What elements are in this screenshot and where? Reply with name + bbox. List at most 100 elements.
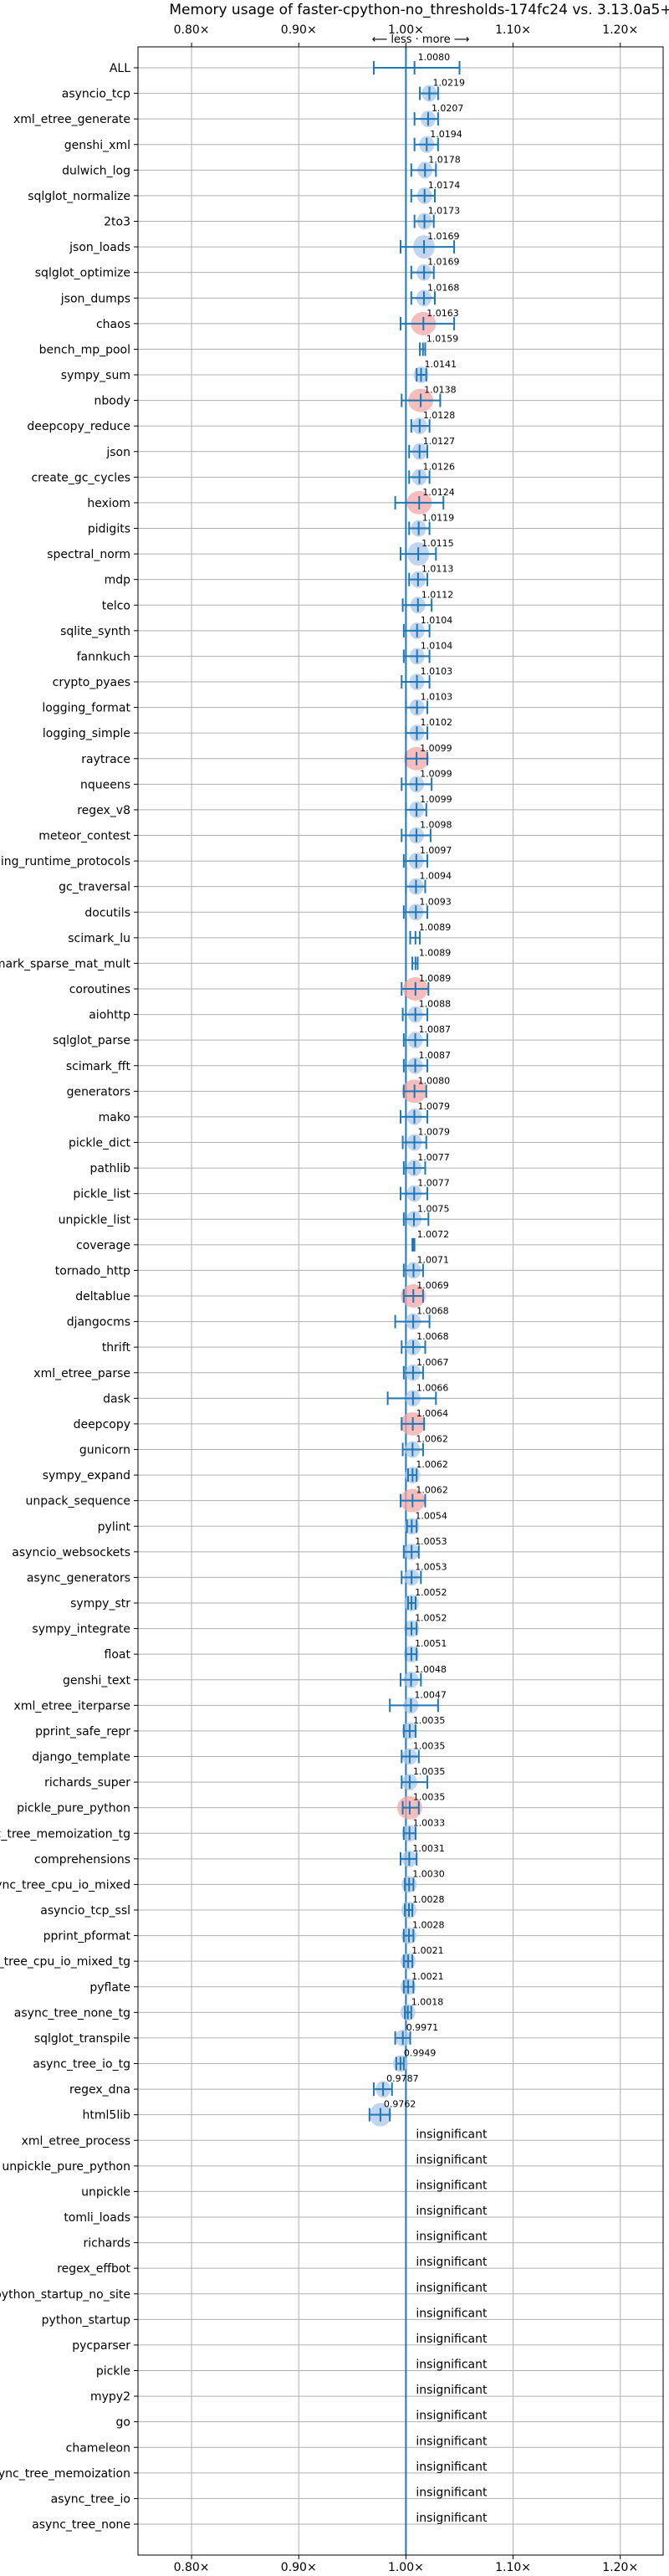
data-label: 1.0054 [415, 1510, 447, 1521]
category-label: richards_super [44, 1776, 130, 1790]
category-label: gc_traversal [59, 881, 130, 894]
category-label: create_gc_cycles [31, 471, 130, 484]
category-label: ALL [110, 62, 130, 75]
data-label: 1.0163 [426, 308, 459, 319]
category-label: json_loads [69, 241, 130, 254]
insignificant-label: insignificant [416, 2256, 488, 2269]
category-label: python_startup_no_site [0, 2288, 130, 2302]
category-label: sqlglot_parse [53, 1034, 130, 1047]
data-label: 1.0097 [420, 845, 452, 856]
data-label: 1.0103 [421, 692, 453, 703]
data-label: 1.0115 [421, 538, 454, 549]
data-label: 1.0174 [428, 180, 461, 191]
x-tick-label-top: 1.00× [388, 23, 424, 37]
category-label: regex_v8 [77, 804, 130, 817]
category-label: pickle [96, 2365, 130, 2379]
category-label: sqlite_synth [60, 625, 130, 638]
data-label: 1.0077 [417, 1152, 450, 1163]
data-label: 1.0051 [415, 1638, 447, 1649]
category-label: dask [103, 1392, 131, 1406]
insignificant-label: insignificant [416, 2307, 488, 2320]
category-label: tornado_http [55, 1264, 130, 1278]
insignificant-label: insignificant [416, 2179, 488, 2192]
data-label: 1.0021 [411, 1971, 444, 1982]
category-label: mdp [105, 574, 131, 587]
category-label: chaos [96, 318, 130, 331]
category-label: logging_format [42, 702, 130, 715]
category-label: deepcopy_reduce [27, 420, 130, 433]
data-label: 1.0219 [432, 78, 465, 89]
data-label: 0.9971 [406, 2022, 438, 2033]
category-label: async_tree_memoization [0, 2467, 130, 2481]
insignificant-label: insignificant [416, 2512, 488, 2525]
data-label: 1.0064 [416, 1408, 448, 1419]
axis-layer: 0.80× 0.80× 0.90× 0.90× 1.00× 1.00× 1.10× 1.10×… [0, 23, 638, 2574]
data-label: 1.0052 [415, 1613, 447, 1624]
category-label: raytrace [81, 753, 130, 766]
category-label: asyncio_tcp_ssl [40, 1904, 130, 1918]
data-label: 1.0035 [413, 1792, 446, 1803]
category-label: regex_effbot [57, 2262, 130, 2276]
data-label: 1.0159 [426, 333, 459, 344]
data-label: 1.0168 [427, 282, 459, 293]
category-label: hexiom [87, 497, 130, 510]
data-label: 1.0099 [420, 743, 452, 754]
data-label: 1.0124 [422, 487, 455, 498]
category-label: dulwich_log [62, 164, 130, 177]
category-label: sqlglot_optimize [35, 267, 130, 280]
category-label: telco [102, 599, 130, 612]
data-label: 1.0047 [414, 1689, 447, 1700]
category-label: typing_runtime_protocols [0, 855, 130, 868]
category-label: float [105, 1648, 131, 1662]
x-tick-label-top: 1.10× [495, 23, 531, 37]
data-label: 1.0102 [420, 717, 452, 728]
category-label: crypto_pyaes [53, 676, 130, 689]
x-tick-label-top: 0.90× [281, 23, 317, 37]
insignificant-label: insignificant [416, 2461, 488, 2474]
marks-layer: 1.0080 1.0219 1.0207 1.0194 1.0178 1.0174 1.01… [368, 47, 488, 2555]
data-label: 1.0089 [419, 973, 452, 984]
category-label: async_tree_cpu_io_mixed [0, 1878, 130, 1892]
category-label: unpickle_pure_python [2, 2160, 130, 2174]
insignificant-label: insignificant [416, 2486, 488, 2499]
insignificant-label: insignificant [416, 2358, 488, 2372]
category-label: async_tree_none_tg [14, 2006, 130, 2020]
data-label: 1.0035 [413, 1715, 446, 1726]
category-label: pickle_list [73, 1188, 130, 1201]
x-tick-label-bottom: 1.00× [388, 2561, 424, 2574]
category-label: spectral_norm [47, 548, 130, 561]
category-label: aiohttp [89, 1009, 130, 1022]
category-label: 2to3 [104, 216, 130, 229]
category-label: pprint_safe_repr [35, 1725, 130, 1739]
data-label: 1.0068 [416, 1306, 449, 1317]
category-label: xml_etree_generate [13, 113, 130, 126]
data-label: 1.0080 [418, 52, 451, 63]
data-label: 1.0035 [413, 1766, 446, 1777]
data-label: 1.0033 [413, 1817, 446, 1828]
category-label: json_dumps [60, 292, 130, 305]
data-label: 1.0128 [423, 410, 456, 421]
category-label: djangocms [67, 1316, 130, 1329]
data-label: 1.0104 [421, 640, 453, 651]
insignificant-label: insignificant [416, 2384, 488, 2397]
category-label: pprint_pformat [43, 1930, 131, 1944]
category-label: unpickle_list [59, 1213, 131, 1227]
x-tick-label-top: 0.80× [174, 23, 210, 37]
data-label: 1.0178 [428, 154, 461, 165]
category-label: async_tree_memoization_tg [0, 1827, 130, 1841]
data-label: 1.0079 [418, 1101, 451, 1112]
data-label: 1.0067 [416, 1357, 449, 1368]
category-label: asyncio_websockets [12, 1546, 130, 1559]
category-label: comprehensions [34, 1853, 130, 1867]
data-label: 1.0052 [415, 1587, 447, 1598]
x-tick-label-bottom: 1.20× [602, 2561, 638, 2574]
grid-layer [138, 47, 663, 2555]
x-tick-label-top: 1.20× [602, 23, 638, 37]
data-label: 1.0141 [424, 359, 457, 370]
insignificant-label: insignificant [416, 2153, 488, 2167]
category-label: gunicorn [79, 1444, 130, 1457]
category-label: sympy_expand [43, 1469, 130, 1483]
insignificant-label: insignificant [416, 2333, 488, 2346]
insignificant-label: insignificant [416, 2128, 488, 2141]
